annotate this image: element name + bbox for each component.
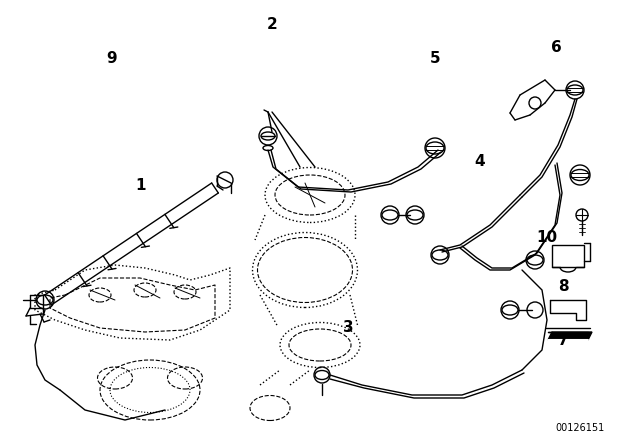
Text: 10: 10 [536, 230, 558, 245]
FancyBboxPatch shape [552, 245, 584, 267]
Text: 8: 8 [558, 279, 568, 294]
Text: 5: 5 [430, 51, 440, 66]
Polygon shape [548, 332, 592, 340]
Text: 4: 4 [475, 154, 485, 169]
Text: 1: 1 [136, 178, 146, 194]
Text: 9: 9 [107, 51, 117, 66]
Text: 3: 3 [344, 319, 354, 335]
Text: 7: 7 [558, 333, 568, 348]
Text: 6: 6 [552, 39, 562, 55]
Text: 00126151: 00126151 [556, 423, 605, 433]
Text: 2: 2 [267, 17, 277, 32]
